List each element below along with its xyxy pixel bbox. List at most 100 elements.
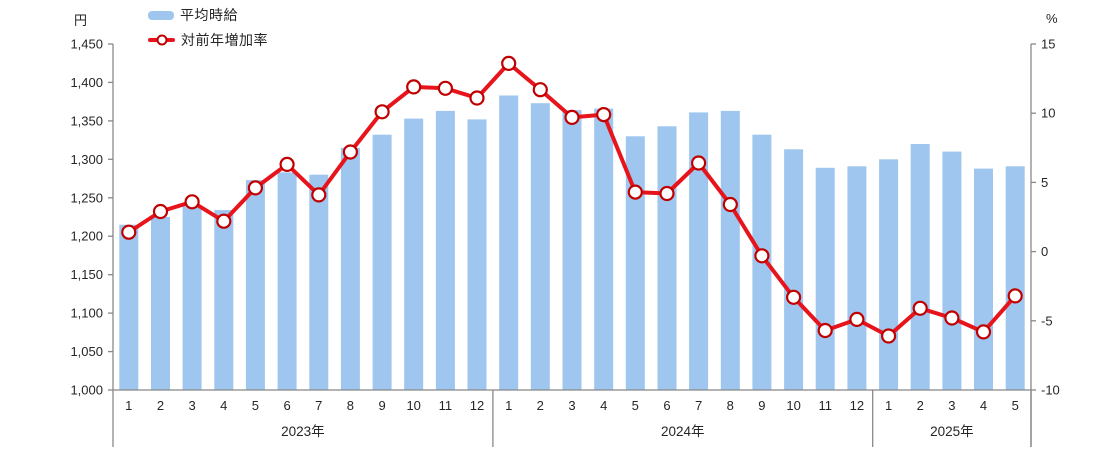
yoy-rate-marker-19 [690, 155, 707, 171]
legend-label-yoy-rate: 対前年増加率 [181, 32, 268, 48]
bar-month-29 [1005, 166, 1025, 390]
yoy-rate-marker-13 [501, 55, 517, 72]
chart-legend: 平均時給 対前年増加率 [148, 5, 268, 50]
yoy-rate-marker-15 [564, 109, 580, 126]
bar-month-3 [182, 206, 202, 390]
month-label: 4 [980, 398, 987, 413]
right-axis-tick-label: 15 [1041, 37, 1055, 52]
yoy-rate-marker-24 [849, 311, 865, 327]
left-axis-tick-label: 1,000 [70, 383, 103, 398]
month-label: 5 [252, 398, 259, 413]
bar-series-swatch-icon [148, 10, 174, 20]
year-label: 2023年 [281, 424, 325, 439]
right-axis-tick-label: -5 [1041, 313, 1053, 328]
month-label: 7 [695, 398, 702, 413]
right-axis-tick-label: 5 [1041, 175, 1048, 190]
month-label: 4 [600, 398, 607, 413]
month-label: 8 [347, 398, 354, 413]
bar-month-5 [245, 180, 265, 390]
month-label: 3 [948, 398, 955, 413]
yoy-rate-marker-17 [627, 184, 643, 200]
yoy-rate-marker-16 [596, 106, 612, 123]
yoy-rate-marker-23 [817, 322, 833, 339]
bar-month-12 [467, 119, 487, 391]
month-label: 12 [470, 398, 484, 413]
bar-month-8 [340, 147, 360, 390]
left-axis-tick-label: 1,250 [70, 190, 103, 205]
bar-month-26 [910, 144, 930, 390]
month-label: 1 [505, 398, 512, 413]
year-label: 2025年 [930, 424, 974, 439]
month-label: 6 [663, 398, 670, 413]
bar-month-6 [277, 172, 297, 390]
month-label: 9 [378, 398, 385, 413]
month-label: 8 [727, 398, 734, 413]
bar-month-18 [657, 126, 677, 391]
left-axis-tick-label: 1,350 [70, 113, 103, 128]
bar-month-14 [530, 103, 550, 390]
right-axis-tick-label: -10 [1041, 383, 1060, 398]
bar-month-7 [309, 174, 329, 390]
bar-month-25 [879, 159, 899, 390]
bar-month-10 [404, 118, 424, 390]
bar-month-2 [151, 217, 170, 390]
yoy-rate-marker-3 [184, 194, 200, 210]
yoy-rate-marker-1 [121, 224, 137, 240]
yoy-rate-marker-18 [659, 185, 675, 202]
month-label: 4 [220, 398, 227, 413]
left-axis-tick-label: 1,400 [70, 75, 103, 90]
month-label: 11 [818, 398, 832, 413]
year-label: 2024年 [661, 424, 705, 439]
left-axis-tick-label: 1,100 [70, 306, 103, 321]
yoy-rate-marker-21 [754, 248, 770, 264]
left-axis-tick-label: 1,200 [70, 229, 103, 244]
month-label: 10 [406, 398, 420, 413]
month-label: 6 [283, 398, 290, 413]
bar-month-16 [594, 108, 614, 390]
yoy-rate-marker-5 [247, 180, 263, 196]
month-label: 1 [885, 398, 892, 413]
yoy-rate-marker-22 [785, 289, 802, 305]
bar-month-4 [214, 210, 234, 390]
right-axis-tick-label: 0 [1041, 244, 1048, 259]
yoy-rate-marker-2 [152, 203, 169, 220]
left-axis-tick-label: 1,050 [70, 344, 103, 359]
yoy-rate-marker-25 [880, 328, 897, 344]
month-label: 11 [439, 398, 453, 413]
month-label: 9 [758, 398, 765, 413]
yoy-rate-marker-26 [912, 300, 928, 316]
yoy-rate-marker-11 [437, 80, 453, 96]
legend-item-average-wage: 平均時給 [148, 5, 268, 25]
month-label: 2 [157, 398, 164, 413]
yoy-rate-marker-6 [279, 156, 295, 172]
bar-month-22 [784, 149, 804, 390]
yoy-rate-marker-20 [722, 196, 738, 213]
yoy-rate-marker-29 [1007, 288, 1023, 304]
legend-item-yoy-rate: 対前年増加率 [148, 30, 268, 50]
yoy-rate-marker-28 [975, 324, 992, 340]
bar-month-11 [435, 110, 455, 391]
month-label: 2 [537, 398, 544, 413]
line-series-swatch-icon [148, 34, 175, 46]
month-label: 5 [632, 398, 639, 413]
left-axis-tick-label: 1,300 [70, 152, 103, 167]
yoy-rate-marker-9 [374, 104, 390, 120]
yoy-rate-marker-10 [406, 79, 422, 95]
bar-month-20 [720, 110, 740, 391]
left-axis-tick-label: 1,150 [70, 267, 103, 282]
month-label: 10 [786, 398, 800, 413]
bar-month-13 [499, 95, 519, 390]
month-label: 7 [315, 398, 322, 413]
bar-month-23 [815, 167, 835, 390]
left-axis-unit-label: 円 [74, 13, 88, 28]
month-label: 12 [850, 398, 864, 413]
month-label: 3 [568, 398, 575, 413]
yoy-rate-marker-27 [944, 310, 960, 326]
yoy-rate-marker-14 [532, 82, 548, 98]
line-marker-icon [156, 34, 167, 46]
yoy-rate-marker-8 [342, 144, 358, 160]
month-label: 5 [1012, 398, 1019, 413]
bar-month-1 [119, 224, 139, 390]
